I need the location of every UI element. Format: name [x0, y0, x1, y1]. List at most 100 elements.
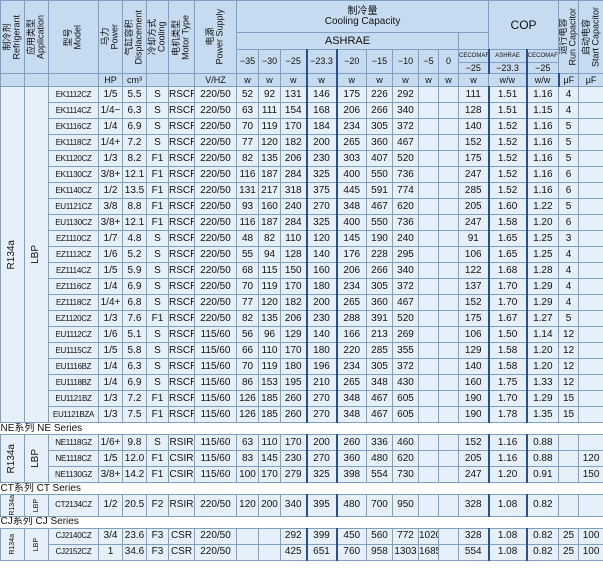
value-cell: RSCR — [168, 246, 195, 263]
value-cell: 1.25 — [526, 230, 560, 247]
value-cell: 115/60 — [194, 374, 237, 391]
value-cell: 318 — [280, 182, 307, 199]
value-cell: 115/60 — [194, 466, 237, 483]
vertical-label: 电源 Power Supply — [205, 9, 225, 65]
value-cell: 360 — [366, 294, 393, 311]
value-cell: S — [146, 374, 169, 391]
value-cell — [438, 494, 459, 517]
model-cell: EU1115CZ — [48, 342, 99, 359]
value-cell: 1.29 — [526, 294, 560, 311]
value-cell — [418, 246, 439, 263]
vertical-label: 型号 Model — [63, 25, 83, 50]
unit-cell: w — [305, 73, 338, 87]
value-cell: 355 — [392, 342, 419, 359]
value-cell: 131 — [236, 182, 259, 199]
value-cell: RSCR — [168, 150, 195, 167]
value-cell: 1.70 — [487, 390, 528, 407]
value-cell: 5 — [558, 118, 580, 135]
value-cell — [438, 358, 459, 375]
label-zh: 制冷量 — [347, 5, 378, 17]
value-cell: 328 — [457, 527, 490, 545]
value-cell — [578, 374, 603, 391]
application: LBP — [32, 498, 40, 512]
value-cell: 70 — [236, 118, 259, 135]
value-cell: 1.75 — [487, 374, 528, 391]
value-cell: 325 — [305, 166, 338, 183]
value-cell: 325 — [305, 466, 338, 483]
model-cell: EZ1118CZ — [48, 294, 99, 311]
value-cell: 1.52 — [487, 134, 528, 151]
value-cell: 1.68 — [487, 262, 528, 279]
model-cell: EU1121BZA — [48, 406, 99, 423]
value-cell: 266 — [366, 102, 393, 119]
value-cell: 1/4− — [98, 102, 123, 119]
label-en: Motor Type — [180, 14, 191, 60]
value-cell: 91 — [457, 230, 490, 247]
value-cell: 6 — [558, 166, 580, 183]
value-cell: 150 — [280, 262, 307, 279]
value-cell — [578, 406, 603, 423]
value-cell — [418, 198, 439, 215]
value-cell: 175 — [336, 86, 367, 103]
value-cell: 1.52 — [487, 150, 528, 167]
value-cell: 82 — [236, 150, 259, 167]
value-cell: 48 — [236, 230, 259, 247]
column-header: 气缸容积 Displacement — [122, 0, 147, 74]
value-cell: 115/60 — [194, 342, 237, 359]
value-cell: S — [146, 246, 169, 263]
value-cell — [258, 527, 281, 545]
value-cell: 1/6 — [98, 326, 123, 343]
ashrae-header: ASHRAE — [236, 32, 459, 50]
refrigerant-cell: R134a — [0, 434, 25, 483]
value-cell: 328 — [457, 494, 490, 517]
value-cell: 6.3 — [122, 358, 147, 375]
value-cell: 115/60 — [194, 390, 237, 407]
value-cell: 336 — [366, 434, 393, 451]
value-cell: 5 — [558, 134, 580, 151]
temperature-header: −30 — [258, 49, 281, 74]
value-cell — [578, 326, 603, 343]
temperature-header: −15 — [366, 49, 393, 74]
value-cell: 176 — [336, 246, 367, 263]
unit-cell — [48, 73, 99, 87]
value-cell — [418, 390, 439, 407]
value-cell: 560 — [366, 527, 393, 545]
value-cell — [438, 230, 459, 247]
value-cell: 120 — [236, 494, 259, 517]
label-en: Application — [35, 14, 46, 60]
value-cell: 520 — [392, 150, 419, 167]
temperature-header: −5 — [418, 49, 439, 74]
value-cell: S — [146, 278, 169, 295]
value-cell — [418, 118, 439, 135]
refrigerant: R134a — [6, 239, 18, 270]
value-cell: 260 — [280, 406, 307, 423]
value-cell: 391 — [366, 310, 393, 327]
label-en: Run Capacitor — [567, 8, 578, 66]
application: LBP — [30, 245, 42, 264]
model-cell: EK1114CZ — [48, 102, 99, 119]
value-cell — [418, 310, 439, 327]
value-cell — [578, 310, 603, 327]
value-cell — [438, 326, 459, 343]
value-cell: 1/5 — [98, 86, 123, 103]
value-cell: 1.52 — [487, 182, 528, 199]
value-cell: 265 — [336, 374, 367, 391]
value-cell: 1/6 — [98, 246, 123, 263]
value-cell: RSCR — [168, 102, 195, 119]
value-cell: 190 — [457, 390, 490, 407]
value-cell — [578, 434, 603, 451]
value-cell: 77 — [236, 294, 259, 311]
data-row: EU1115CZ1/55.8SRSCR115/60661101701802202… — [1, 342, 603, 359]
value-cell: 210 — [305, 374, 338, 391]
value-cell: 213 — [366, 326, 393, 343]
value-cell: 467 — [366, 390, 393, 407]
value-cell — [438, 166, 459, 183]
value-cell: 126 — [236, 406, 259, 423]
value-cell: 6.9 — [122, 118, 147, 135]
value-cell: 1/5 — [98, 262, 123, 279]
value-cell: 284 — [280, 214, 307, 231]
value-cell — [438, 214, 459, 231]
value-cell: 220/50 — [194, 527, 237, 545]
value-cell — [578, 198, 603, 215]
